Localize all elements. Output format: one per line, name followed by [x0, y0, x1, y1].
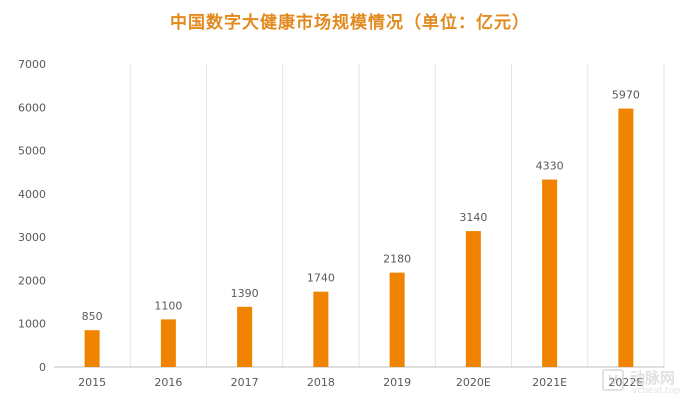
gridlines: [129, 64, 665, 367]
chart-title: 中国数字大健康市场规模情况（单位：亿元）: [170, 13, 530, 33]
bar: [465, 231, 481, 367]
watermark-url: vcbeat.top: [632, 386, 681, 396]
bar: [389, 272, 405, 367]
x-tick-label: 2016: [154, 376, 182, 389]
bars: [84, 108, 634, 367]
data-label: 4330: [536, 160, 564, 173]
bar: [237, 306, 253, 367]
tick-labels: 0 1000 2000 3000 4000 5000 6000 7000 2015 2016 201…: [18, 58, 643, 389]
data-label: 5970: [612, 89, 640, 102]
watermark: V 动脉网 vcbeat.top: [602, 365, 694, 399]
data-label: 850: [82, 310, 103, 323]
x-tick-label: 2019: [383, 376, 411, 389]
data-labels: 850 1100 1390 1740 2180 3140 4330 5970: [82, 89, 640, 324]
x-tick-label: 2022E: [608, 376, 643, 389]
bar: [84, 330, 100, 367]
data-label: 1740: [307, 272, 335, 285]
bar: [542, 179, 558, 367]
bar: [313, 291, 329, 367]
y-tick-label: 7000: [18, 58, 46, 71]
data-label: 1390: [231, 287, 259, 300]
y-tick-label: 5000: [18, 145, 46, 158]
x-tick-label: 2020E: [456, 376, 491, 389]
bar: [618, 108, 634, 367]
x-tick-label: 2018: [307, 376, 335, 389]
y-tick-label: 3000: [18, 231, 46, 244]
y-tick-label: 1000: [18, 318, 46, 331]
data-label: 2180: [383, 253, 411, 266]
x-tick-label: 2015: [78, 376, 106, 389]
x-tick-label: 2017: [231, 376, 259, 389]
y-tick-label: 4000: [18, 188, 46, 201]
x-tick-label: 2021E: [532, 376, 567, 389]
vcbeat-logo-icon: V: [602, 369, 624, 391]
y-tick-label: 6000: [18, 101, 46, 114]
watermark-name: 动脉网: [630, 369, 676, 387]
data-label: 1100: [154, 299, 182, 312]
bar: [160, 319, 176, 367]
y-tick-label: 0: [39, 361, 46, 374]
data-label: 3140: [459, 211, 487, 224]
y-tick-label: 2000: [18, 274, 46, 287]
